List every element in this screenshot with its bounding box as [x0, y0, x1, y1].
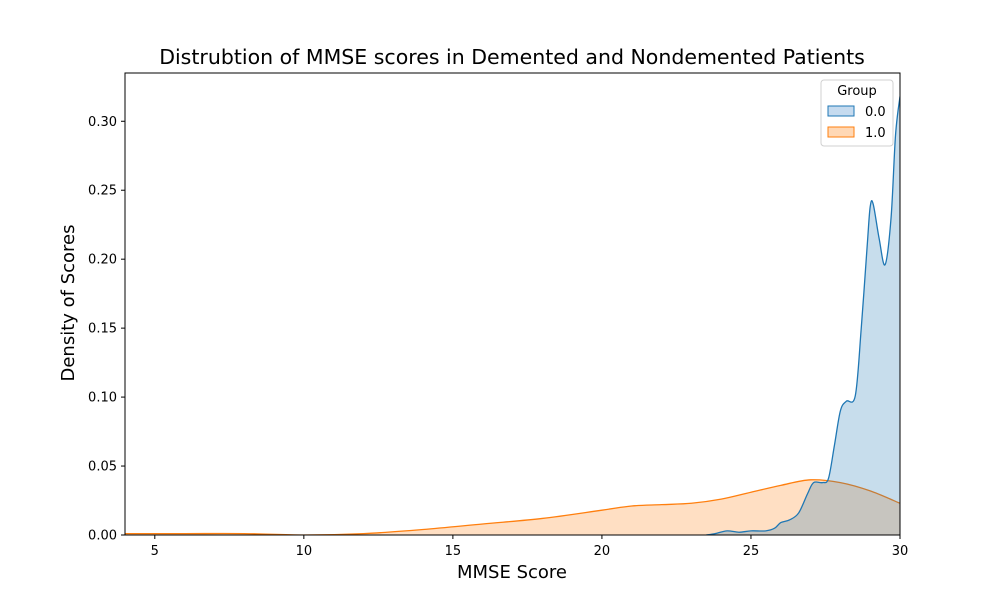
x-tick-label-0: 5: [151, 544, 159, 559]
y-tick-label-6: 0.30: [88, 115, 117, 130]
plot-area: [125, 96, 900, 535]
series-area-1.0: [125, 479, 900, 535]
series-line-1.0: [125, 479, 900, 535]
x-tick-label-5: 30: [892, 544, 909, 559]
series-area-0.0: [706, 96, 900, 535]
legend-label-1: 1.0: [865, 126, 886, 141]
legend-swatch-0: [827, 105, 855, 117]
y-tick-label-4: 0.20: [88, 253, 117, 268]
axes: 5 10 15 20 25 30 0.00 0.05 0.10 0.15 0.20 0.25 0.30: [88, 72, 909, 559]
x-tick-label-2: 15: [445, 544, 462, 559]
legend: Group 0.0 1.0: [820, 79, 894, 147]
y-axis-title: Density of Scores: [58, 224, 79, 381]
legend-title: Group: [837, 84, 877, 99]
axes-frame: [124, 72, 901, 536]
y-tick-label-5: 0.25: [88, 184, 117, 199]
x-tick-label-3: 20: [594, 544, 611, 559]
x-tick-label-4: 25: [743, 544, 760, 559]
y-tick-label-2: 0.10: [88, 391, 117, 406]
x-tick-label-1: 10: [296, 544, 313, 559]
legend-swatch-1: [827, 126, 855, 138]
legend-label-0: 0.0: [865, 105, 886, 120]
y-tick-label-0: 0.00: [88, 529, 117, 544]
series-line-0.0: [706, 96, 900, 535]
y-tick-label-3: 0.15: [88, 322, 117, 337]
y-tick-label-1: 0.05: [88, 460, 117, 475]
chart-title: Distrubtion of MMSE scores in Demented a…: [159, 45, 865, 69]
x-axis-title: MMSE Score: [457, 562, 567, 583]
